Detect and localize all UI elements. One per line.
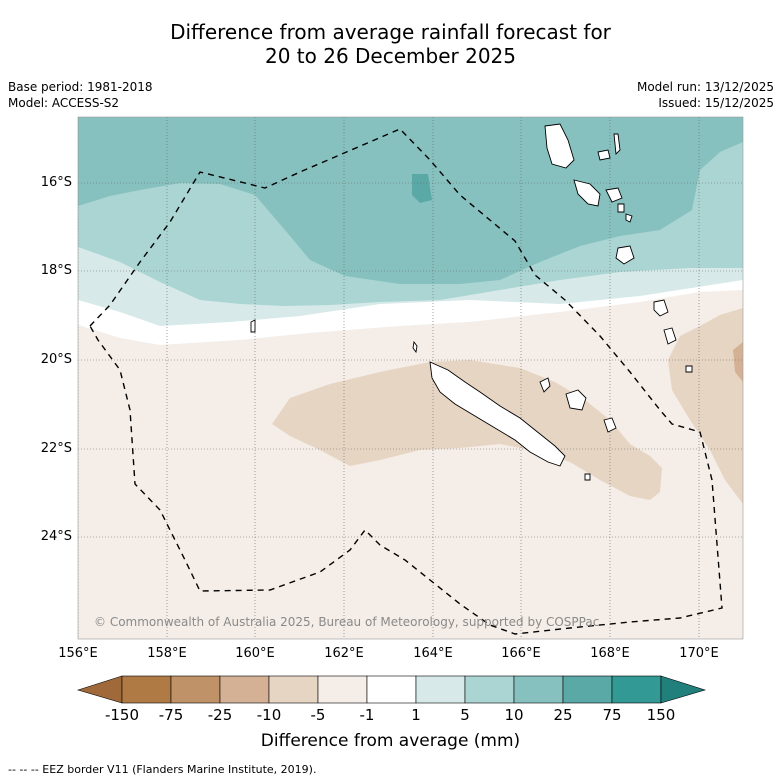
colorbar-tick-label: -1	[359, 706, 375, 724]
colorbar-bin	[268, 675, 319, 704]
lon-label: 168°E	[590, 646, 630, 661]
wet-1-to-5-extension	[78, 280, 743, 345]
title-line-2: 20 to 26 December 2025	[264, 44, 516, 68]
loyalty-island-mare	[603, 417, 617, 433]
colorbar-tick-label: -10	[256, 706, 282, 724]
colorbar-tick-label: -75	[158, 706, 184, 724]
new-caledonia-grande-terre	[429, 361, 566, 467]
lon-label: 158°E	[147, 646, 187, 661]
dry-10-to-25-east-patch	[733, 342, 743, 382]
east-island-1	[663, 327, 677, 345]
wet-25-to-75-patch	[412, 174, 432, 203]
east-island-2	[685, 365, 693, 373]
vanuatu-erromango	[615, 245, 635, 265]
lat-label: 16°S	[40, 175, 72, 190]
colorbar-tick-label: 25	[553, 706, 573, 724]
model-run: Model run: 13/12/2025	[636, 80, 774, 94]
map-area	[78, 117, 743, 639]
colorbar-bin	[317, 675, 368, 704]
base-period: Base period: 1981-2018	[8, 80, 153, 94]
colorbar-bin	[562, 675, 613, 704]
colorbar-bin	[513, 675, 564, 704]
colorbar-tick-label: 75	[602, 706, 622, 724]
lat-label: 22°S	[40, 441, 72, 456]
wet-10-to-25-east	[630, 117, 743, 166]
lon-label: 156°E	[58, 646, 98, 661]
issued-date: Issued: 15/12/2025	[658, 96, 774, 110]
coastlines	[250, 123, 693, 481]
wet-10-to-25-band	[78, 117, 743, 284]
colorbar-bin	[366, 675, 417, 704]
dry-5-to-10-west-patch	[272, 360, 662, 500]
vanuatu-efate	[605, 187, 623, 203]
eez-border	[89, 128, 723, 635]
vanuatu-banks-islands	[597, 149, 611, 161]
vanuatu-espiritu-santo	[544, 123, 575, 169]
dry-5-to-10-east-patch	[668, 308, 743, 504]
gridlines	[78, 117, 743, 639]
model-name: Model: ACCESS-S2	[8, 96, 120, 110]
vanuatu-small-islands-1	[617, 203, 625, 213]
colorbar-bin	[219, 675, 270, 704]
colorbar-tick-label: -150	[104, 706, 140, 724]
lon-label: 164°E	[413, 646, 453, 661]
loyalty-island-lifou	[565, 389, 587, 411]
colorbar	[76, 675, 707, 704]
colorbar-bin	[415, 675, 466, 704]
lat-label: 18°S	[40, 263, 72, 278]
isle-of-pines	[584, 473, 591, 481]
lon-label: 166°E	[501, 646, 541, 661]
lat-label: 24°S	[40, 529, 72, 544]
eez-footnote: -- -- -- EEZ border V11 (Flanders Marine…	[8, 763, 317, 776]
lon-label: 170°E	[679, 646, 719, 661]
colorbar-extension-low	[76, 675, 123, 704]
loyalty-island-ouvea	[539, 377, 551, 393]
colorbar-bin	[121, 675, 172, 704]
vanuatu-maewo	[613, 133, 621, 155]
colorbar-tick-label: -5	[310, 706, 326, 724]
matthew-hunter-islands	[653, 299, 669, 317]
colorbar-tick-label: 10	[504, 706, 524, 724]
colorbar-bin	[464, 675, 515, 704]
colorbar-title: Difference from average (mm)	[260, 731, 521, 751]
colorbar-tick-label: 5	[460, 706, 470, 724]
copyright-notice: © Commonwealth of Australia 2025, Bureau…	[94, 615, 600, 629]
colorbar-extension-high	[660, 675, 707, 704]
colorbar-bin	[611, 675, 662, 704]
colorbar-tick-label: -25	[207, 706, 233, 724]
belep-islands	[412, 340, 418, 354]
map-frame	[77, 116, 744, 640]
vanuatu-malakula	[573, 179, 601, 207]
chesterfield-reef	[250, 319, 256, 333]
vanuatu-small-islands-2	[625, 213, 633, 223]
lat-label: 20°S	[40, 352, 72, 367]
colorbar-bin	[170, 675, 221, 704]
title-line-1: Difference from average rainfall forecas…	[170, 20, 611, 44]
lon-label: 162°E	[324, 646, 364, 661]
colorbar-tick-label: 1	[411, 706, 421, 724]
lon-label: 160°E	[235, 646, 275, 661]
colorbar-tick-label: 150	[646, 706, 676, 724]
